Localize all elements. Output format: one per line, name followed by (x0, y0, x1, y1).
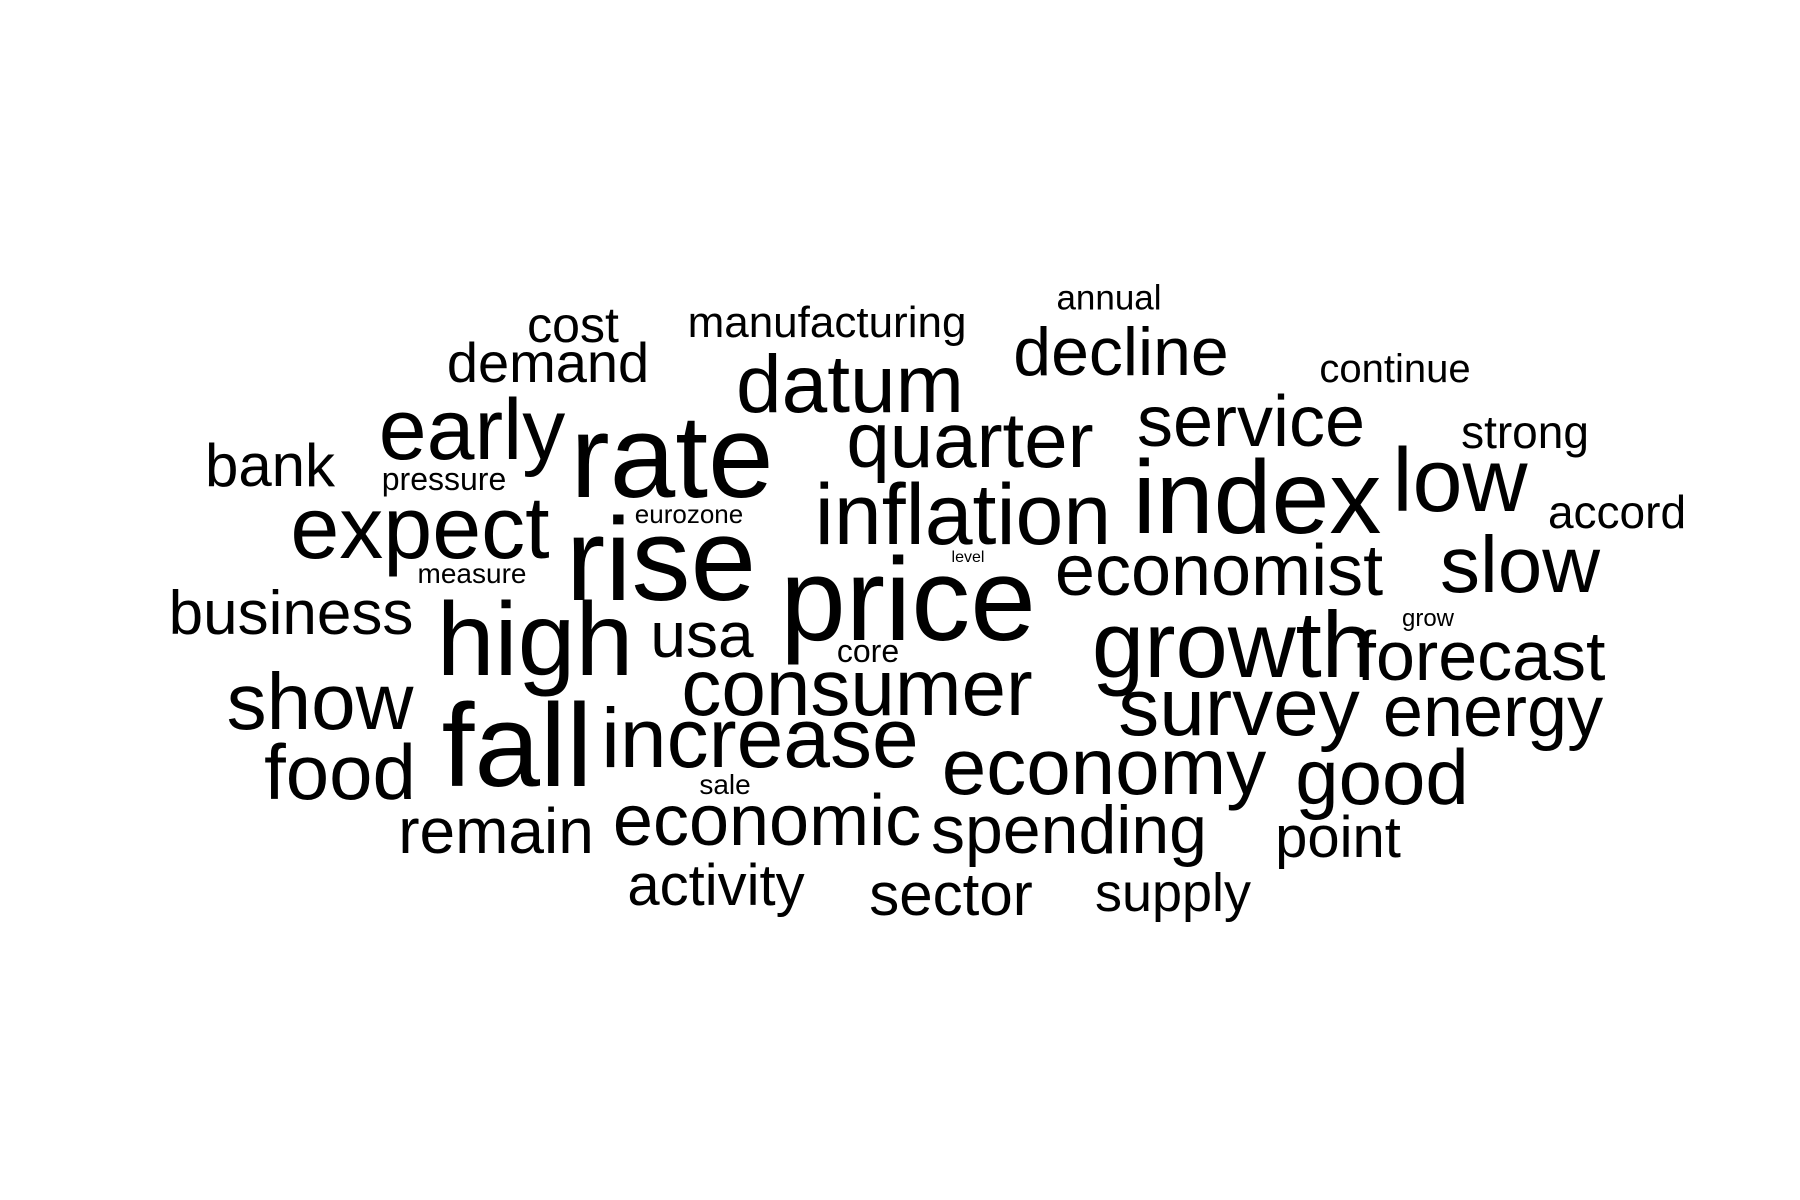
word-eurozone: eurozone (634, 499, 744, 529)
word-expect: expect (290, 478, 550, 577)
word-measure: measure (417, 558, 527, 589)
word-decline: decline (1013, 314, 1229, 390)
word-datum: datum (736, 339, 964, 430)
word-economy: economy (941, 722, 1267, 811)
word-accord: accord (1547, 486, 1687, 538)
word-strong: strong (1461, 406, 1589, 458)
word-spending: spending (930, 792, 1208, 868)
word-sale: sale (699, 769, 751, 800)
word-inflation: inflation (814, 467, 1112, 563)
word-increase: increase (601, 691, 919, 785)
word-early: early (378, 382, 566, 478)
word-price: price (780, 534, 1036, 666)
word-demand: demand (446, 331, 650, 394)
word-good: good (1295, 733, 1469, 821)
word-service: service (1136, 382, 1366, 462)
word-index: index (1132, 440, 1382, 556)
word-pressure: pressure (381, 461, 507, 497)
word-economic: economic (612, 781, 922, 861)
word-manufacturing: manufacturing (687, 298, 967, 347)
word-bank: bank (204, 432, 336, 499)
word-sector: sector (869, 861, 1033, 928)
word-quarter: quarter (846, 396, 1094, 484)
word-economist: economist (1054, 531, 1384, 611)
word-forecast: forecast (1356, 617, 1606, 695)
word-business: business (168, 579, 414, 648)
word-supply: supply (1094, 863, 1252, 923)
word-core: core (836, 633, 900, 669)
word-high: high (436, 582, 634, 698)
word-level: level (951, 549, 985, 566)
word-rate: rate (570, 391, 774, 523)
word-growth: growth (1091, 592, 1375, 697)
word-consumer: consumer (681, 643, 1033, 732)
word-point: point (1275, 805, 1401, 870)
word-remain: remain (398, 795, 594, 867)
word-cost: cost (527, 297, 619, 353)
word-grow: grow (1401, 605, 1455, 632)
word-show: show (226, 657, 414, 746)
word-annual: annual (1056, 278, 1162, 318)
word-activity: activity (627, 853, 805, 918)
word-rise: rise (565, 494, 757, 626)
word-usa: usa (650, 599, 754, 671)
word-survey: survey (1118, 662, 1360, 753)
word-food: food (264, 728, 416, 816)
word-slow: slow (1439, 520, 1601, 609)
word-low: low (1392, 431, 1528, 531)
word-continue: continue (1319, 347, 1471, 391)
word-fall: fall (441, 680, 593, 812)
word-energy: energy (1382, 672, 1604, 752)
